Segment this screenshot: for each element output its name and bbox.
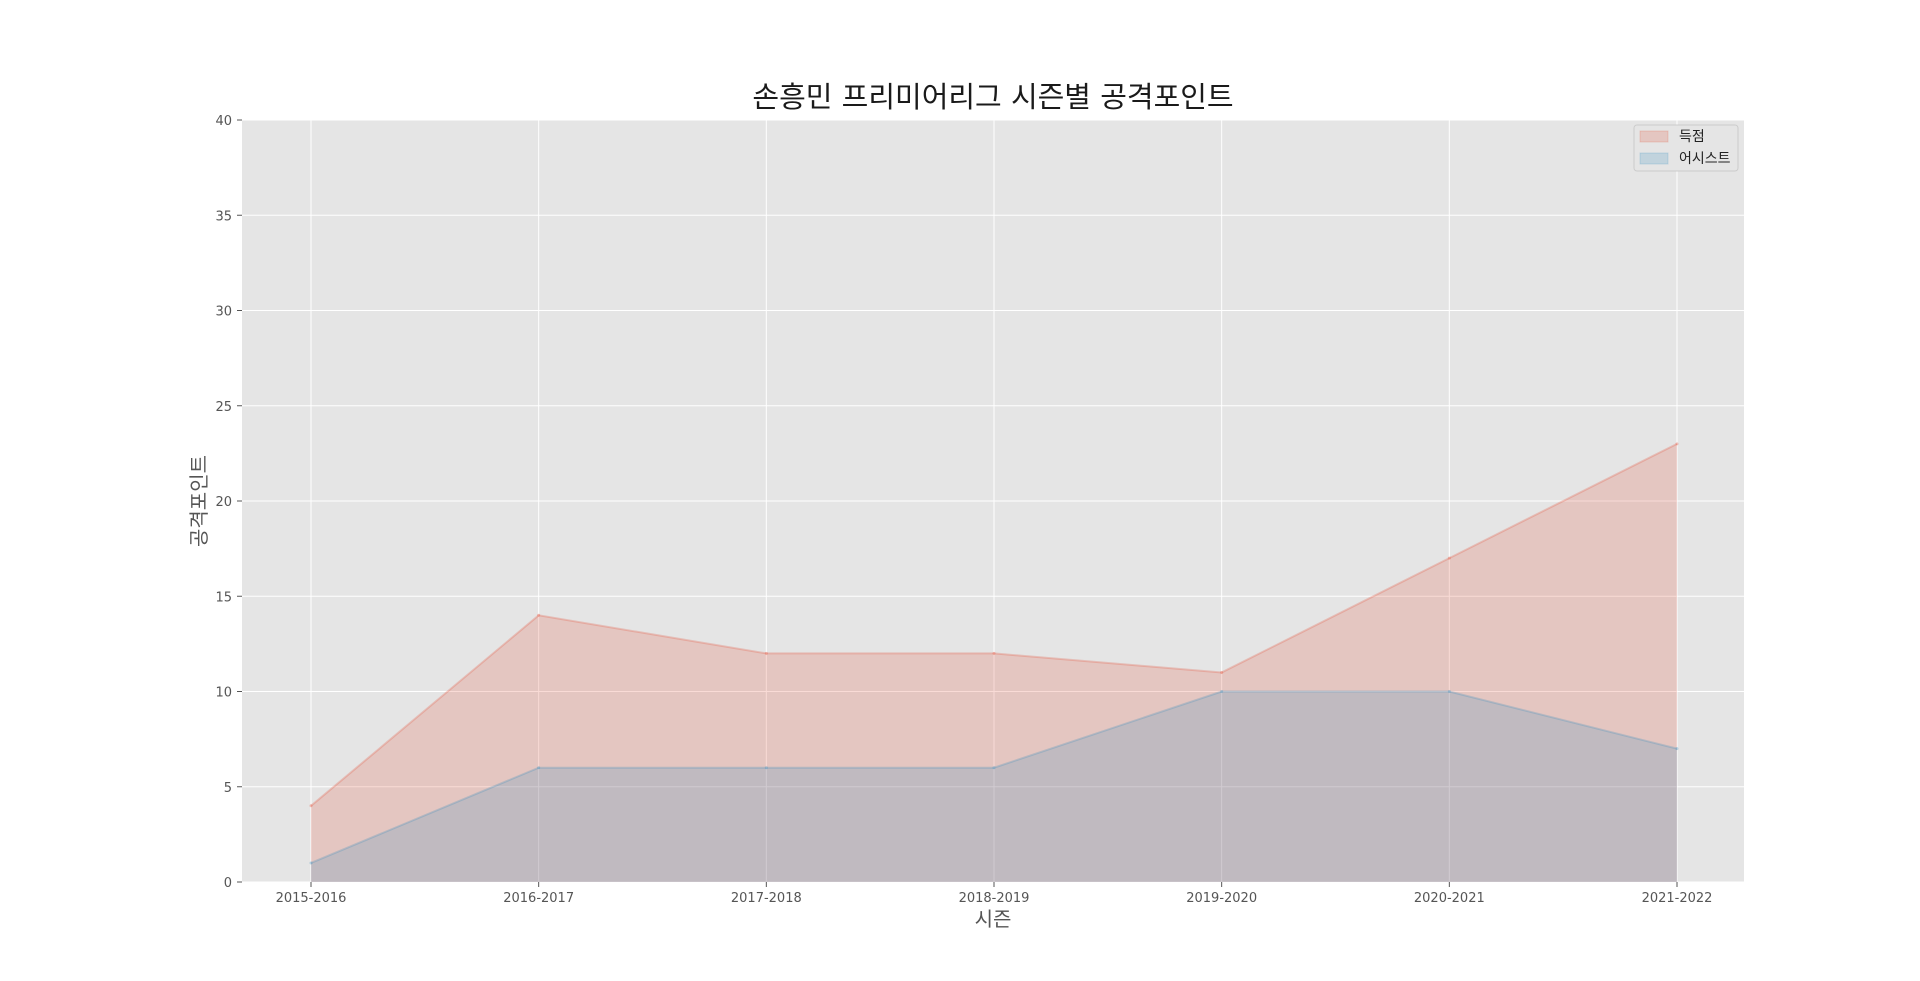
x-tick-label: 2020-2021 (1414, 891, 1485, 906)
legend-swatch-assists (1639, 152, 1669, 165)
area-fill-series-1 (311, 691, 1677, 882)
data-point-series-0 (992, 651, 996, 655)
x-axis-label: 시즌 (975, 907, 1012, 931)
tick-layer: 0 5 10 15 20 25 30 35 40 2015-2016 2016-2017 2017-2… (215, 114, 1712, 906)
data-point-series-0 (1447, 556, 1451, 560)
data-point-series-1 (1675, 747, 1679, 751)
data-point-series-1 (309, 861, 313, 865)
data-point-series-1 (764, 766, 768, 770)
area-line-series-1 (310, 690, 1678, 864)
legend-box (1633, 124, 1739, 172)
grid-layer (242, 119, 1744, 883)
y-tick-label: 15 (215, 590, 232, 605)
chart-title: 손흥민 프리미어리그 시즌별 공격포인트 (752, 80, 1233, 114)
legend-label-goals: 득점 (1679, 129, 1705, 145)
x-tick-label: 2021-2022 (1642, 891, 1713, 906)
y-tick-label: 20 (215, 495, 232, 510)
x-tick-label: 2017-2018 (731, 891, 802, 906)
x-tick-label: 2019-2020 (1186, 891, 1257, 906)
y-tick-label: 5 (224, 781, 232, 796)
x-tick-label: 2015-2016 (276, 891, 347, 906)
area-fill-series-0 (311, 443, 1677, 882)
data-point-series-0 (537, 613, 541, 617)
data-point-series-1 (1447, 690, 1451, 693)
x-tick-label: 2016-2017 (503, 891, 574, 906)
legend-label-assists: 어시스트 (1679, 151, 1731, 167)
area-line-series-0 (310, 442, 1678, 807)
y-tick-label: 35 (215, 209, 232, 224)
y-tick-label: 0 (224, 876, 232, 891)
area-layer (309, 442, 1679, 882)
y-tick-label: 40 (215, 114, 232, 129)
data-point-series-1 (1220, 690, 1224, 693)
y-tick-label: 10 (215, 686, 232, 701)
data-point-series-0 (1220, 670, 1224, 674)
x-tick-label: 2018-2019 (959, 891, 1030, 906)
legend-swatch-goals (1639, 130, 1669, 143)
data-point-series-0 (1675, 442, 1679, 446)
data-point-series-1 (992, 766, 996, 770)
data-point-series-0 (309, 804, 313, 808)
y-axis-label: 공격포인트 (187, 455, 211, 547)
y-tick-label: 25 (215, 400, 232, 415)
data-point-series-0 (764, 651, 768, 655)
data-point-series-1 (537, 766, 541, 770)
legend: 득점 어시스트 (1633, 124, 1739, 172)
y-tick-label: 30 (215, 305, 232, 320)
